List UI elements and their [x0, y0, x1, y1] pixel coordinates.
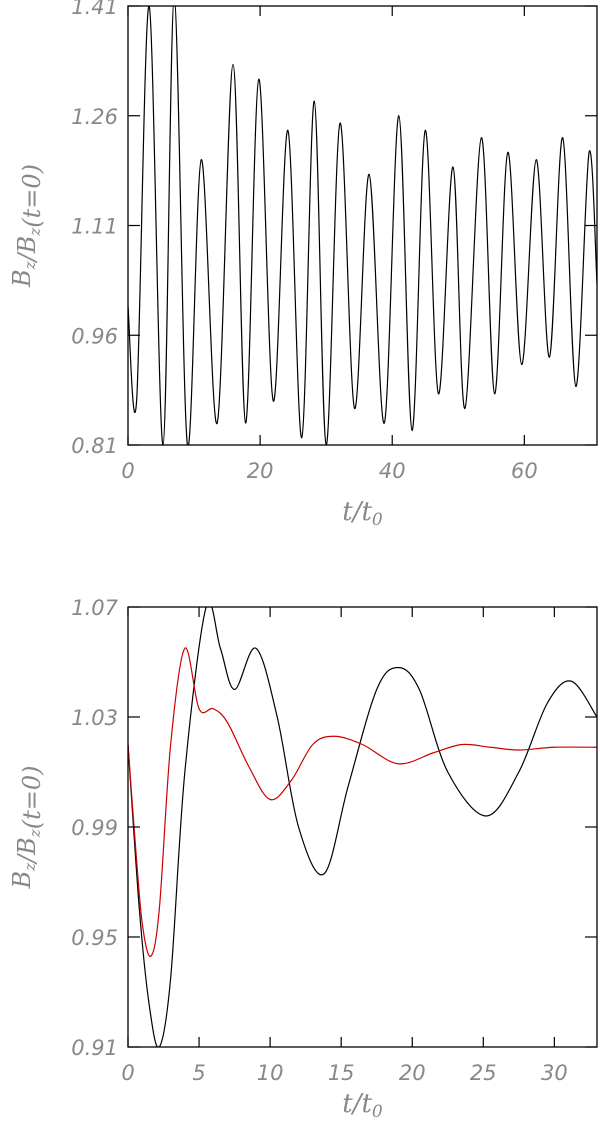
x-tick-label: 30 — [541, 1061, 568, 1085]
y-tick-label: 1.26 — [71, 105, 118, 129]
y-tick-label: 0.96 — [71, 324, 118, 348]
x-tick-label: 20 — [247, 459, 274, 483]
x-tick-label: 0 — [121, 459, 134, 483]
y-axis-title: Bz/Bz(t=0) — [8, 164, 46, 288]
plot-frame — [127, 606, 598, 1048]
x-tick-label: 10 — [257, 1061, 284, 1085]
x-tick-label: 60 — [511, 459, 538, 483]
x-tick-label: 20 — [399, 1061, 426, 1085]
x-axis-title: t/t0 — [342, 497, 383, 530]
x-axis-title: t/t0 — [342, 1089, 383, 1122]
y-tick-label: 1.07 — [71, 596, 118, 620]
x-tick-label: 15 — [328, 1061, 355, 1085]
series-line-0 — [128, 607, 597, 1047]
x-tick-label: 0 — [121, 1061, 134, 1085]
series-line-1 — [128, 647, 597, 957]
y-tick-label: 0.95 — [71, 926, 118, 950]
y-tick-label: 0.81 — [71, 434, 118, 458]
x-tick-label: 25 — [470, 1061, 497, 1085]
series-line-0 — [128, 6, 597, 445]
plot-frame — [127, 5, 598, 446]
y-tick-label: 1.03 — [71, 706, 118, 730]
y-tick-label: 1.11 — [71, 215, 118, 239]
bottom-panel: 0 5 10 15 20 25 30 0.91 0.95 0.99 1.03 1.07 t/t0 Bz/B… — [8, 596, 598, 1122]
y-tick-label: 1.41 — [71, 0, 118, 19]
top-panel: 0 20 40 60 0.81 0.96 1.11 1.26 1.41 t/t0 Bz/Bz(t=0… — [8, 0, 598, 530]
y-axis-title: Bz/Bz(t=0) — [8, 766, 46, 890]
y-tick-label: 0.91 — [71, 1036, 118, 1060]
x-tick-label: 40 — [379, 459, 406, 483]
x-tick-label: 5 — [192, 1061, 205, 1085]
y-tick-label: 0.99 — [71, 816, 118, 840]
